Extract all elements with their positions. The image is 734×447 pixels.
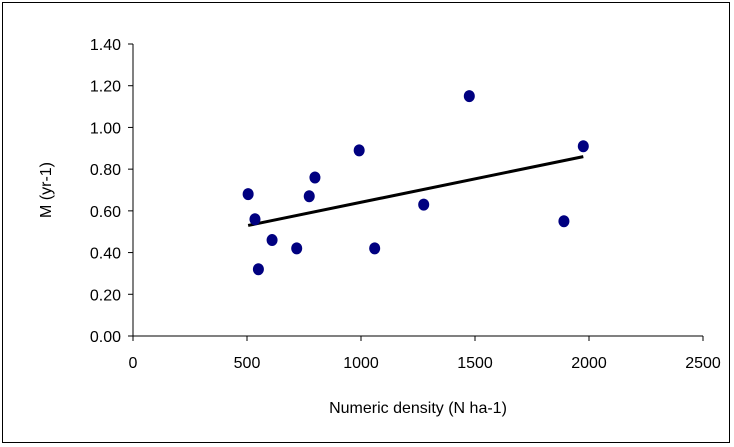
y-tick-label: 0.20 [90,287,121,304]
data-point [353,144,365,157]
data-point [291,242,303,255]
y-tick-label: 0.60 [90,204,121,221]
y-tick-label: 1.20 [90,79,121,96]
data-points [242,90,589,276]
y-ticks: 0.00 0.20 0.40 0.60 0.80 1.00 1.20 1.40 [90,37,133,346]
trendline [247,155,584,227]
data-point [303,190,315,203]
x-tick-label: 2500 [685,355,721,372]
data-point [369,242,381,255]
x-tick-label: 500 [234,355,261,372]
data-point [558,215,570,228]
chart-area [2,2,730,443]
y-axis-title: M (yr-1) [38,162,55,218]
data-point [242,188,254,201]
x-tick-label: 0 [129,355,138,372]
y-tick-label: 1.40 [90,37,121,54]
data-point [577,140,589,153]
x-axis-title: Numeric density (N ha-1) [329,400,507,417]
data-point [418,198,430,211]
x-tick-label: 1500 [457,355,493,372]
x-tick-label: 2000 [571,355,607,372]
x-ticks: 0 500 1000 1500 2000 2500 [129,336,721,372]
data-point [309,171,321,184]
y-tick-label: 0.40 [90,246,121,263]
y-tick-label: 0.00 [90,329,121,346]
data-point [266,234,278,247]
x-tick-label: 1000 [343,355,379,372]
trendline-group [247,155,584,227]
data-point [252,263,264,276]
data-point [463,90,475,103]
y-tick-label: 0.80 [90,162,121,179]
data-point [249,213,261,226]
axes [132,44,703,337]
y-tick-label: 1.00 [90,120,121,137]
